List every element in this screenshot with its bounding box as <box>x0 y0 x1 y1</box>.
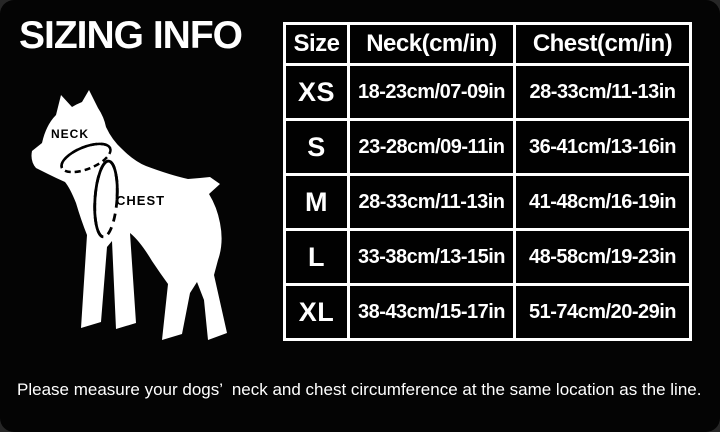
table-row-xs: XS 18-23cm/07-09in 28-33cm/11-13in <box>283 63 692 121</box>
col-header-chest: Chest(cm/in) <box>513 22 692 66</box>
neck-cell: 28-33cm/11-13in <box>347 173 516 231</box>
neck-cell: 38-43cm/15-17in <box>347 283 516 341</box>
chest-cell: 28-33cm/11-13in <box>513 63 692 121</box>
size-cell: XL <box>283 283 350 341</box>
chest-measure-line <box>93 159 119 239</box>
neck-cell: 18-23cm/07-09in <box>347 63 516 121</box>
chest-cell: 41-48cm/16-19in <box>513 173 692 231</box>
measurement-note: Please measure your dogs’ neck and chest… <box>17 380 702 399</box>
size-cell: M <box>283 173 350 231</box>
chest-label: CHEST <box>116 193 165 208</box>
dog-silhouette-icon <box>31 90 227 340</box>
table-header-row: Size Neck(cm/in) Chest(cm/in) <box>283 22 692 66</box>
size-cell: S <box>283 118 350 176</box>
size-chart-table: Size Neck(cm/in) Chest(cm/in) XS 18-23cm… <box>283 22 692 341</box>
table-row-xl: XL 38-43cm/15-17in 51-74cm/20-29in <box>283 283 692 341</box>
neck-cell: 33-38cm/13-15in <box>347 228 516 286</box>
size-cell: XS <box>283 63 350 121</box>
table-row-l: L 33-38cm/13-15in 48-58cm/19-23in <box>283 228 692 286</box>
col-header-neck: Neck(cm/in) <box>347 22 516 66</box>
col-header-size: Size <box>283 22 350 66</box>
neck-cell: 23-28cm/09-11in <box>347 118 516 176</box>
dog-measurement-diagram: NECK CHEST <box>31 90 227 340</box>
neck-label: NECK <box>51 127 89 141</box>
size-cell: L <box>283 228 350 286</box>
neck-measure-line <box>60 142 112 174</box>
chest-cell: 36-41cm/13-16in <box>513 118 692 176</box>
table-row-m: M 28-33cm/11-13in 41-48cm/16-19in <box>283 173 692 231</box>
chest-cell: 51-74cm/20-29in <box>513 283 692 341</box>
page-title: SIZING INFO <box>19 14 243 57</box>
table-row-s: S 23-28cm/09-11in 36-41cm/13-16in <box>283 118 692 176</box>
chest-cell: 48-58cm/19-23in <box>513 228 692 286</box>
